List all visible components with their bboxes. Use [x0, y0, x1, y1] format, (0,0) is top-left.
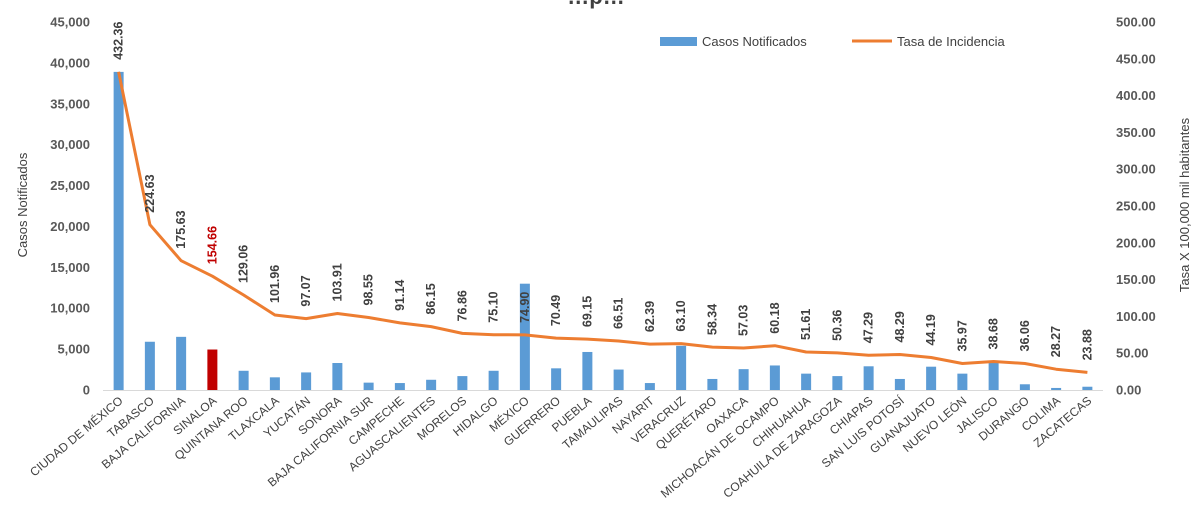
- data-label-tasa: 44.19: [924, 314, 938, 345]
- y-right-tick-label: 150.00: [1116, 272, 1156, 287]
- bar-casos-notificados: [269, 377, 280, 390]
- data-label-tasa: 97.07: [299, 275, 313, 306]
- bar-casos-notificados: [613, 369, 624, 390]
- y-left-tick-label: 0: [83, 383, 90, 398]
- bar-casos-notificados: [488, 370, 499, 390]
- data-label-tasa: 86.15: [424, 283, 438, 314]
- y-left-tick-label: 20,000: [50, 219, 90, 234]
- y-left-tick-label: 25,000: [50, 178, 90, 193]
- data-label-tasa: 23.88: [1080, 329, 1094, 360]
- data-label-tasa: 75.10: [487, 291, 501, 322]
- y-right-axis-title: Tasa X 100,000 mil habitantes: [1177, 117, 1192, 292]
- bar-casos-notificados: [676, 345, 687, 390]
- y-right-tick-label: 50.00: [1116, 346, 1149, 361]
- bar-casos-notificados: [144, 341, 155, 390]
- legend-label-tasa: Tasa de Incidencia: [897, 34, 1005, 49]
- y-left-tick-label: 40,000: [50, 55, 90, 70]
- data-label-tasa: 35.97: [955, 320, 969, 351]
- data-label-tasa: 103.91: [330, 263, 344, 301]
- data-label-tasa: 63.10: [674, 300, 688, 331]
- bar-casos-notificados: [551, 368, 562, 390]
- bar-casos-notificados: [644, 383, 655, 390]
- y-left-axis-title: Casos Notificados: [15, 152, 30, 257]
- bar-casos-notificados: [801, 373, 812, 390]
- data-label-tasa: 70.49: [549, 295, 563, 326]
- y-right-tick-label: 350.00: [1116, 125, 1156, 140]
- bar-casos-notificados: [457, 376, 468, 390]
- bar-casos-notificados: [207, 349, 218, 390]
- data-label-tasa: 57.03: [737, 305, 751, 336]
- y-right-tick-label: 500.00: [1116, 15, 1156, 30]
- y-right-tick-label: 0.00: [1116, 383, 1141, 398]
- bar-casos-notificados: [113, 71, 124, 390]
- data-label-tasa: 76.86: [455, 290, 469, 321]
- line-tasa-de-incidencia: [117, 71, 1088, 374]
- data-label-tasa: 28.27: [1049, 326, 1063, 357]
- data-label-tasa: 74.90: [518, 292, 532, 323]
- y-right-tick-label: 200.00: [1116, 235, 1156, 250]
- bar-casos-notificados: [707, 378, 718, 390]
- data-label-tasa: 66.51: [612, 298, 626, 329]
- bar-casos-notificados: [988, 363, 999, 390]
- bar-casos-notificados: [832, 376, 843, 390]
- y-left-tick-label: 45,000: [50, 15, 90, 30]
- y-left-tick-label: 5,000: [57, 342, 90, 357]
- bar-casos-notificados: [957, 373, 968, 390]
- y-left-tick-label: 15,000: [50, 260, 90, 275]
- bar-casos-notificados: [519, 283, 530, 390]
- bar-casos-notificados: [769, 365, 780, 390]
- data-label-tasa: 62.39: [643, 301, 657, 332]
- data-label-tasa: 432.36: [112, 22, 126, 60]
- data-label-tasa: 69.15: [580, 296, 594, 327]
- bar-casos-notificados: [582, 351, 593, 390]
- data-label-tasa: 224.63: [143, 174, 157, 212]
- data-label-tasa: 60.18: [768, 302, 782, 333]
- y-left-tick-label: 30,000: [50, 137, 90, 152]
- legend-label-casos: Casos Notificados: [702, 34, 807, 49]
- bar-casos-notificados: [332, 363, 343, 390]
- bar-casos-notificados: [1082, 386, 1093, 390]
- data-label-tasa: 91.14: [393, 280, 407, 311]
- y-right-tick-label: 100.00: [1116, 309, 1156, 324]
- bar-casos-notificados: [394, 383, 405, 390]
- bar-casos-notificados: [863, 366, 874, 390]
- legend-swatch-bar: [660, 37, 697, 46]
- data-label-tasa: 175.63: [174, 210, 188, 248]
- y-right-tick-label: 400.00: [1116, 88, 1156, 103]
- bar-casos-notificados: [1051, 387, 1062, 390]
- data-label-tasa: 51.61: [799, 309, 813, 340]
- data-label-tasa: 48.29: [893, 311, 907, 342]
- data-label-tasa: 154.66: [205, 226, 219, 264]
- y-left-tick-label: 35,000: [50, 96, 90, 111]
- data-label-tasa: 98.55: [362, 274, 376, 305]
- bar-casos-notificados: [301, 372, 312, 390]
- y-right-tick-label: 250.00: [1116, 199, 1156, 214]
- data-label-tasa: 38.68: [987, 318, 1001, 349]
- bar-casos-notificados: [1019, 384, 1030, 390]
- y-left-tick-label: 10,000: [50, 301, 90, 316]
- y-right-tick-label: 300.00: [1116, 162, 1156, 177]
- bar-casos-notificados: [238, 370, 249, 390]
- bar-casos-notificados: [926, 366, 937, 390]
- bar-casos-notificados: [894, 378, 905, 390]
- bar-casos-notificados: [363, 382, 374, 390]
- bar-casos-notificados: [738, 369, 749, 390]
- y-right-tick-label: 450.00: [1116, 51, 1156, 66]
- data-label-tasa: 50.36: [830, 310, 844, 341]
- data-label-tasa: 36.06: [1018, 320, 1032, 351]
- data-label-tasa: 58.34: [705, 304, 719, 335]
- bar-casos-notificados: [426, 379, 437, 390]
- data-label-tasa: 101.96: [268, 265, 282, 303]
- chart-title: …p…: [567, 0, 624, 9]
- bar-casos-notificados: [176, 336, 187, 390]
- data-label-tasa: 47.29: [862, 312, 876, 343]
- data-label-tasa: 129.06: [237, 245, 251, 283]
